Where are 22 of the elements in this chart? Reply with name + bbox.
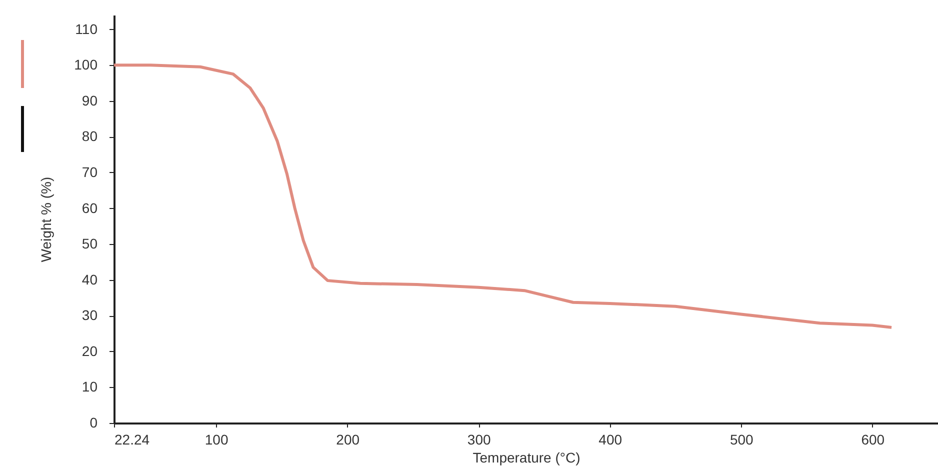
y-tick-label: 80 [82, 128, 98, 144]
x-tick-label: 400 [598, 432, 622, 448]
y-tick-label: 10 [82, 378, 98, 395]
x-axis-title: Temperature (°C) [472, 450, 580, 466]
x-tick-label: 500 [730, 432, 754, 448]
y-tick-label: 90 [82, 92, 98, 108]
y-tick-label: 110 [75, 20, 98, 37]
y-tick-label: 0 [90, 414, 98, 430]
line-series [114, 64, 894, 329]
y-tick-label: 50 [82, 236, 98, 252]
x-tick-label: 600 [861, 432, 885, 448]
y-tick-label: 20 [82, 342, 98, 359]
x-tick-label: 22.24 [114, 432, 150, 448]
y-tick-label: 70 [82, 164, 98, 180]
y-tick-label: 40 [82, 271, 98, 288]
x-tick-label: 300 [467, 432, 491, 448]
y-axis-title: Weight % (%) [38, 176, 54, 262]
y-tick-label: 60 [82, 200, 98, 216]
x-tick-label: 200 [336, 432, 360, 448]
y-tick-label: 30 [82, 307, 98, 324]
y-tick-label: 100 [74, 56, 98, 73]
x-tick-label: 100 [204, 432, 228, 448]
